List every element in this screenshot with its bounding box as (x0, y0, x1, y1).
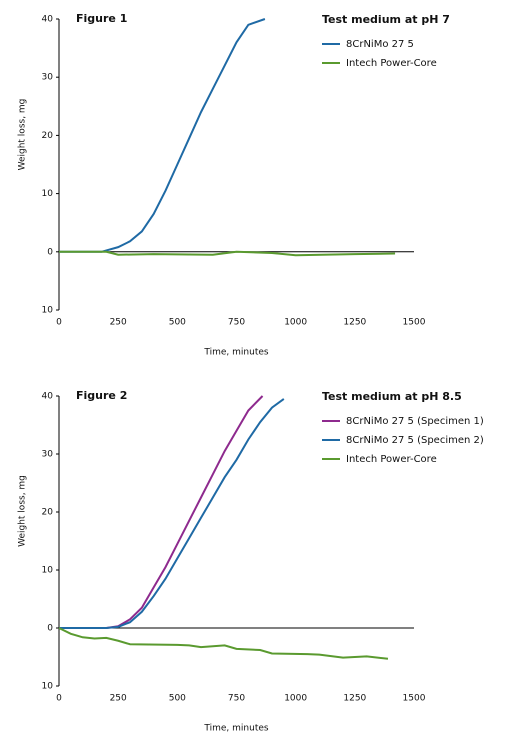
chart-title: Figure 2 (76, 389, 127, 402)
legend-label: Intech Power-Core (346, 58, 437, 69)
y-tick-label: 40 (42, 15, 54, 25)
legend-title: Test medium at pH 8.5 (322, 390, 462, 403)
y-tick-label: 20 (42, 131, 54, 141)
y-axis-label: Weight loss, mg (18, 475, 28, 547)
legend-label: 8CrNiMo 27 5 (Specimen 1) (346, 416, 484, 427)
chart-title: Figure 1 (76, 12, 127, 25)
x-tick-label: 750 (228, 694, 245, 704)
x-tick-label: 500 (169, 318, 186, 328)
y-tick-label: 20 (42, 508, 54, 518)
x-tick-label: 0 (56, 318, 62, 328)
y-tick-label: 40 (42, 392, 54, 402)
legend-label: Intech Power-Core (346, 454, 437, 465)
x-tick-label: 250 (110, 318, 127, 328)
y-tick-label: 0 (47, 247, 53, 257)
x-tick-label: 1250 (343, 694, 366, 704)
x-tick-label: 250 (110, 694, 127, 704)
legend-title: Test medium at pH 7 (322, 13, 450, 26)
x-tick-label: 500 (169, 694, 186, 704)
y-tick-label: 0 (47, 624, 53, 634)
y-tick-label: 30 (42, 450, 54, 460)
series-line (59, 395, 264, 629)
y-tick-label: 30 (42, 73, 54, 83)
legend-label: 8CrNiMo 27 5 (346, 39, 414, 50)
series-line (59, 398, 285, 629)
x-axis-label: Time, minutes (203, 348, 268, 358)
x-tick-label: 1250 (343, 318, 366, 328)
x-tick-label: 0 (56, 694, 62, 704)
y-tick-label: 10 (42, 566, 54, 576)
x-tick-label: 1000 (284, 694, 307, 704)
legend-label: 8CrNiMo 27 5 (Specimen 2) (346, 435, 484, 446)
series-line (59, 18, 266, 253)
y-axis-label: Weight loss, mg (18, 99, 28, 171)
series-line (59, 250, 396, 257)
x-tick-label: 1000 (284, 318, 307, 328)
y-tick-label: 10 (42, 682, 54, 692)
series-line (58, 627, 389, 660)
y-tick-label: 10 (42, 189, 54, 199)
x-tick-label: 1500 (403, 318, 426, 328)
x-tick-label: 750 (228, 318, 245, 328)
y-tick-label: 10 (42, 306, 54, 316)
x-tick-label: 1500 (403, 694, 426, 704)
x-axis-label: Time, minutes (203, 724, 268, 734)
